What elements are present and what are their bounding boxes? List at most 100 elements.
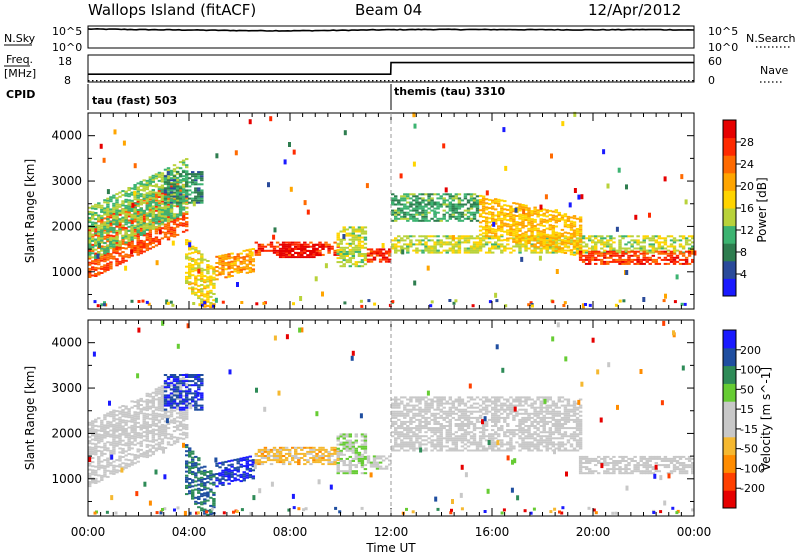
heatmap-cell [343, 130, 347, 136]
heatmap-cell [336, 244, 340, 247]
heatmap-cell [503, 212, 507, 215]
heatmap-cell [445, 249, 449, 252]
heatmap-cell [227, 271, 231, 274]
heatmap-cell [94, 453, 98, 456]
heatmap-cell [391, 197, 395, 200]
heatmap-cell [200, 480, 204, 483]
heatmap-cell [227, 275, 231, 278]
heatmap-cell [578, 254, 583, 257]
heatmap-cell [145, 212, 150, 215]
heatmap-cell [394, 402, 398, 405]
heatmap-cell [166, 416, 171, 419]
heatmap-cell [172, 442, 177, 445]
heatmap-cell [112, 251, 116, 254]
heatmap-cell [109, 441, 113, 444]
heatmap-cell [178, 388, 183, 391]
heatmap-cell [394, 217, 398, 220]
heatmap-cell [88, 450, 92, 453]
heatmap-cell [475, 235, 480, 238]
heatmap-cell [136, 210, 140, 213]
heatmap-cell [339, 230, 343, 233]
heatmap-cell [421, 215, 425, 218]
heatmap-cell [245, 249, 250, 252]
heatmap-cell [575, 244, 580, 247]
heatmap-cell [203, 301, 207, 305]
heatmap-cell [230, 473, 234, 476]
heatmap-cell [588, 256, 592, 259]
heatmap-cell [121, 466, 125, 469]
heatmap-cell [109, 425, 113, 428]
heatmap-cell [194, 195, 198, 198]
heatmap-cell [248, 248, 253, 251]
heatmap-cell [194, 201, 198, 204]
heatmap-cell [142, 455, 146, 458]
heatmap-cell [172, 170, 177, 173]
nsearch-tick-top: 10^5 [708, 25, 738, 38]
heatmap-cell [194, 488, 198, 491]
heatmap-cell [148, 229, 153, 232]
heatmap-cell [401, 249, 405, 255]
heatmap-cell [691, 245, 695, 248]
heatmap-cell [109, 451, 113, 454]
heatmap-cell [236, 267, 240, 270]
heatmap-cell [100, 206, 104, 209]
heatmap-cell [100, 450, 104, 453]
heatmap-cell [94, 477, 98, 480]
heatmap-cell [100, 223, 104, 226]
heatmap-cell [118, 262, 122, 265]
heatmap-cell [391, 431, 395, 434]
heatmap-cell [684, 256, 689, 259]
heatmap-cell [118, 451, 122, 454]
heatmap-cell [142, 400, 146, 403]
heatmap-cell [669, 256, 674, 259]
heatmap-cell [221, 477, 225, 480]
heatmap-cell [133, 435, 137, 438]
heatmap-cell [91, 442, 95, 445]
heatmap-cell [175, 201, 180, 204]
heatmap-cell [209, 304, 213, 307]
heatmap-cell [278, 461, 283, 464]
heatmap-cell [569, 249, 574, 252]
heatmap-cell [181, 216, 186, 219]
heatmap-cell [575, 240, 580, 243]
heatmap-cell [545, 235, 549, 238]
heatmap-cell [166, 236, 171, 239]
heatmap-cell [433, 219, 437, 222]
heatmap-cell [206, 487, 210, 490]
heatmap-cell [130, 431, 134, 434]
heatmap-cell [181, 419, 186, 422]
heatmap-cell [388, 459, 392, 462]
heatmap-cell [130, 249, 134, 255]
heatmap-cell [533, 220, 537, 223]
heatmap-cell [548, 209, 553, 212]
heatmap-cell [166, 220, 171, 223]
heatmap-cell [166, 238, 171, 241]
heatmap-cell [506, 231, 510, 234]
heatmap-cell [166, 443, 171, 446]
heatmap-cell [412, 213, 416, 216]
heatmap-cell [100, 208, 104, 211]
heatmap-cell [400, 447, 404, 450]
heatmap-cell [188, 471, 192, 474]
heatmap-cell [600, 247, 604, 250]
heatmap-cell [578, 243, 583, 246]
heatmap-cell [533, 249, 537, 252]
heatmap-cell [133, 208, 137, 211]
heatmap-cell [630, 235, 634, 238]
heatmap-cell [578, 256, 583, 259]
heatmap-cell [194, 246, 198, 249]
heatmap-cell [115, 428, 119, 431]
heatmap-cell [88, 483, 92, 485]
heatmap-cell [400, 203, 404, 206]
heatmap-cell [109, 433, 113, 436]
heatmap-cell [178, 199, 183, 202]
heatmap-cell [145, 435, 150, 438]
heatmap-cell [278, 256, 283, 259]
heatmap-cell [188, 266, 192, 269]
heatmap-cell [121, 190, 125, 193]
heatmap-cell [551, 239, 556, 242]
heatmap-cell [157, 419, 162, 422]
heatmap-cell [430, 300, 434, 304]
heatmap-cell [566, 249, 571, 252]
heatmap-cell [581, 235, 586, 238]
